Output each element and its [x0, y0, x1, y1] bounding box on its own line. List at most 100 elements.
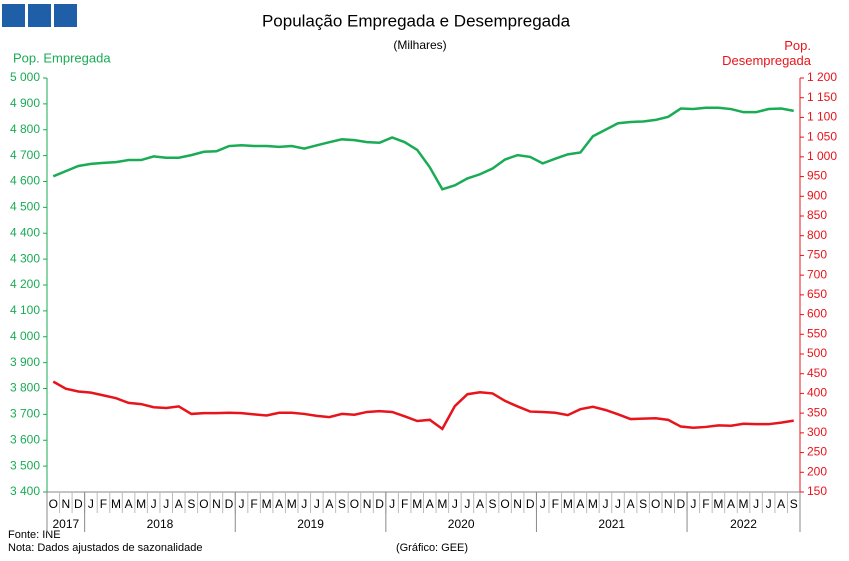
x-tick-label: F	[401, 497, 408, 511]
x-tick-label: F	[552, 497, 559, 511]
x-tick-label: D	[74, 497, 83, 511]
x-tick-label: J	[452, 497, 458, 511]
y2-tick-label: 250	[807, 445, 827, 459]
y2-tick-label: 850	[807, 208, 827, 222]
y2-tick-label: 900	[807, 188, 827, 202]
y-tick-label: 5 000	[10, 70, 40, 84]
x-tick-label: J	[602, 497, 608, 511]
x-tick-label: J	[301, 497, 307, 511]
series-line	[52, 106, 794, 191]
x-tick-label: D	[676, 497, 685, 511]
x-tick-label: N	[664, 497, 673, 511]
logo-square	[28, 4, 51, 27]
y-tick-label: 3 400	[10, 484, 40, 498]
y2-tick-label: 800	[807, 228, 827, 242]
x-tick-label: A	[777, 497, 785, 511]
x-tick-label: A	[476, 497, 484, 511]
y2-tick-label: 350	[807, 405, 827, 419]
note: Nota: Dados ajustados de sazonalidade	[8, 542, 202, 554]
logo-square	[2, 4, 25, 27]
x-tick-label: M	[287, 497, 297, 511]
x-tick-label: J	[151, 497, 157, 511]
y2-tick-label: 300	[807, 425, 827, 439]
year-label: 2019	[297, 517, 324, 531]
y2-tick-label: 750	[807, 248, 827, 262]
x-tick-label: N	[61, 497, 70, 511]
x-tick-label: O	[49, 497, 58, 511]
x-tick-label: S	[338, 497, 346, 511]
x-tick-label: M	[111, 497, 121, 511]
y-tick-label: 4 000	[10, 329, 40, 343]
x-tick-label: A	[727, 497, 735, 511]
y-tick-label: 4 600	[10, 174, 40, 188]
x-tick-label: A	[627, 497, 635, 511]
x-tick-label: S	[489, 497, 497, 511]
x-tick-label: J	[540, 497, 546, 511]
x-tick-label: M	[412, 497, 422, 511]
year-label: 2021	[598, 517, 625, 531]
credit: (Gráfico: GEE)	[396, 542, 468, 554]
chart-subtitle: (Milhares)	[393, 38, 446, 52]
x-tick-label: M	[136, 497, 146, 511]
y-tick-label: 4 900	[10, 96, 40, 110]
series-line	[52, 380, 794, 431]
x-tick-label: A	[275, 497, 283, 511]
y2-tick-label: 1 200	[807, 70, 837, 84]
x-tick-label: A	[576, 497, 584, 511]
x-tick-label: M	[713, 497, 723, 511]
x-tick-label: O	[651, 497, 660, 511]
x-tick-label: N	[513, 497, 522, 511]
x-tick-label: J	[753, 497, 759, 511]
y-axis-label: Pop. Empregada	[13, 50, 111, 65]
x-tick-label: J	[615, 497, 621, 511]
x-tick-label: S	[790, 497, 798, 511]
x-tick-label: M	[739, 497, 749, 511]
y-tick-label: 4 700	[10, 148, 40, 162]
x-tick-label: F	[100, 497, 107, 511]
y2-tick-label: 1 050	[807, 129, 837, 143]
x-tick-label: J	[766, 497, 772, 511]
y-tick-label: 4 800	[10, 122, 40, 136]
x-tick-label: J	[314, 497, 320, 511]
x-tick-label: F	[702, 497, 709, 511]
year-label: 2018	[147, 517, 174, 531]
x-tick-label: N	[212, 497, 221, 511]
y2-tick-label: 600	[807, 307, 827, 321]
y-tick-label: 4 500	[10, 200, 40, 214]
year-label: 2017	[52, 517, 79, 531]
x-tick-label: M	[588, 497, 598, 511]
y2-axis-label: Pop. Desempregada	[722, 38, 811, 68]
y-tick-label: 3 600	[10, 432, 40, 446]
x-tick-label: J	[88, 497, 94, 511]
x-tick-label: S	[187, 497, 195, 511]
y-tick-label: 4 200	[10, 277, 40, 291]
y2-tick-label: 950	[807, 169, 827, 183]
year-label: 2020	[448, 517, 475, 531]
x-tick-label: A	[125, 497, 133, 511]
x-tick-label: A	[175, 497, 183, 511]
x-tick-label: A	[426, 497, 434, 511]
y2-tick-label: 550	[807, 326, 827, 340]
x-tick-label: J	[389, 497, 395, 511]
y-tick-label: 3 700	[10, 407, 40, 421]
x-tick-label: O	[199, 497, 208, 511]
x-tick-label: S	[639, 497, 647, 511]
x-tick-label: F	[250, 497, 257, 511]
y2-tick-label: 200	[807, 464, 827, 478]
x-tick-label: J	[690, 497, 696, 511]
y-tick-label: 4 400	[10, 225, 40, 239]
x-tick-label: M	[563, 497, 573, 511]
logo-square	[54, 4, 77, 27]
y-tick-label: 4 100	[10, 303, 40, 317]
x-tick-label: M	[262, 497, 272, 511]
y2-tick-label: 1 150	[807, 90, 837, 104]
x-tick-label: M	[437, 497, 447, 511]
x-tick-label: J	[163, 497, 169, 511]
y-tick-label: 4 300	[10, 251, 40, 265]
y-tick-label: 3 500	[10, 458, 40, 472]
x-tick-label: A	[325, 497, 333, 511]
y2-tick-label: 400	[807, 386, 827, 400]
x-tick-label: D	[225, 497, 234, 511]
